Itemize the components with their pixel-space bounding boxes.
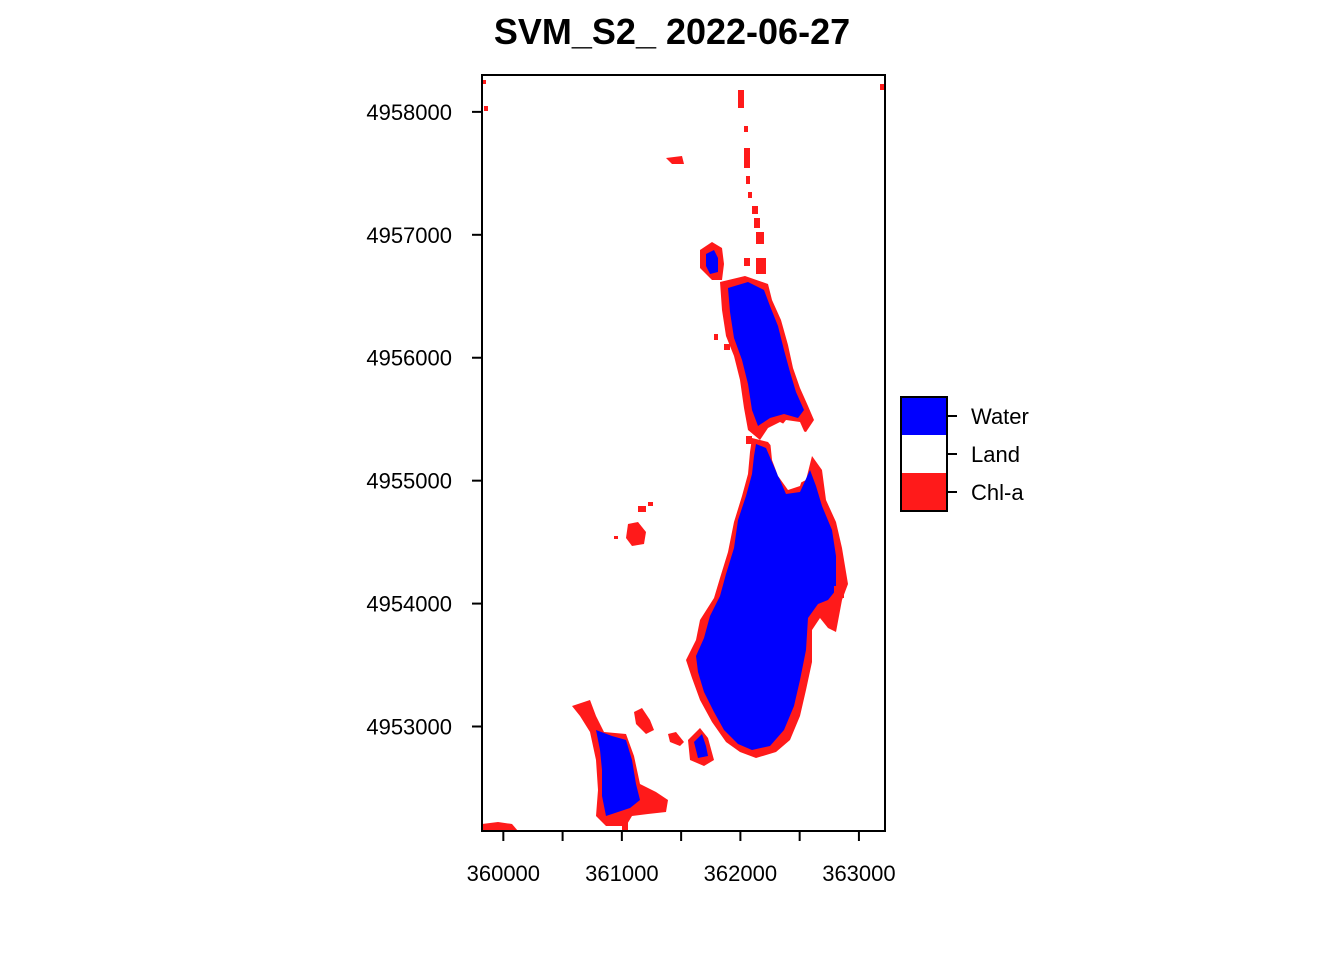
north-stream-chla: [714, 90, 844, 598]
map-panel: 360000 361000 362000 363000 495300049540004…: [366, 74, 896, 886]
y-axis: 4953000 4954000 4955000 4956000 4957000 49580…: [366, 100, 482, 740]
y-tick-label: 4955000: [366, 469, 452, 494]
patch-361250-4953100: [634, 708, 654, 734]
small-pond-water: [694, 734, 708, 758]
patch-361100-4952150: [622, 822, 628, 831]
legend-label: Water: [971, 404, 1029, 429]
patch-360000-4952150: [482, 822, 518, 831]
y-tick-label: 4956000: [366, 346, 452, 371]
sw-lake-water: [596, 730, 640, 816]
y-tick-label: 4958000: [366, 100, 452, 125]
plot-frame: [481, 74, 886, 832]
patch-nw-corner: [482, 80, 486, 84]
y-tick-label: 4957000: [366, 223, 452, 248]
main-lake-water: [696, 444, 836, 750]
x-tick-label: 363000: [822, 861, 895, 886]
legend-label: Land: [971, 442, 1020, 467]
patch-361200-4954800: [638, 506, 646, 512]
classified-raster: [482, 80, 884, 831]
legend-swatch-chl-a: [901, 473, 947, 511]
legend-swatch-land: [901, 435, 947, 473]
x-tick-label: 362000: [704, 861, 777, 886]
legend: Water Land Chl-a: [900, 396, 1029, 512]
patch-361300-4954820: [648, 502, 653, 506]
patch-nw-edge: [484, 106, 488, 111]
patch-361100-4957600: [666, 156, 684, 164]
x-tick-label: 360000: [467, 861, 540, 886]
legend-label: Chl-a: [971, 480, 1024, 505]
x-axis: 360000 361000 362000 363000: [467, 831, 896, 886]
legend-swatch-water: [901, 397, 947, 435]
y-tick-label: 4954000: [366, 592, 452, 617]
patch-361200-4954600: [626, 522, 646, 546]
x-tick-label: 361000: [585, 861, 658, 886]
y-tick-label: 4953000: [366, 715, 452, 740]
patch-361500-4952900: [668, 732, 684, 746]
map-title: SVM_S2_ 2022-06-27: [494, 11, 850, 52]
plot-background: [482, 75, 885, 831]
legend-frame: [900, 396, 948, 512]
patch-361000-4954500: [614, 536, 618, 539]
north-lake-water: [728, 282, 804, 426]
island-land: [770, 420, 808, 490]
patch-ne-corner: [880, 84, 884, 90]
nw-lobe-water: [706, 250, 718, 274]
